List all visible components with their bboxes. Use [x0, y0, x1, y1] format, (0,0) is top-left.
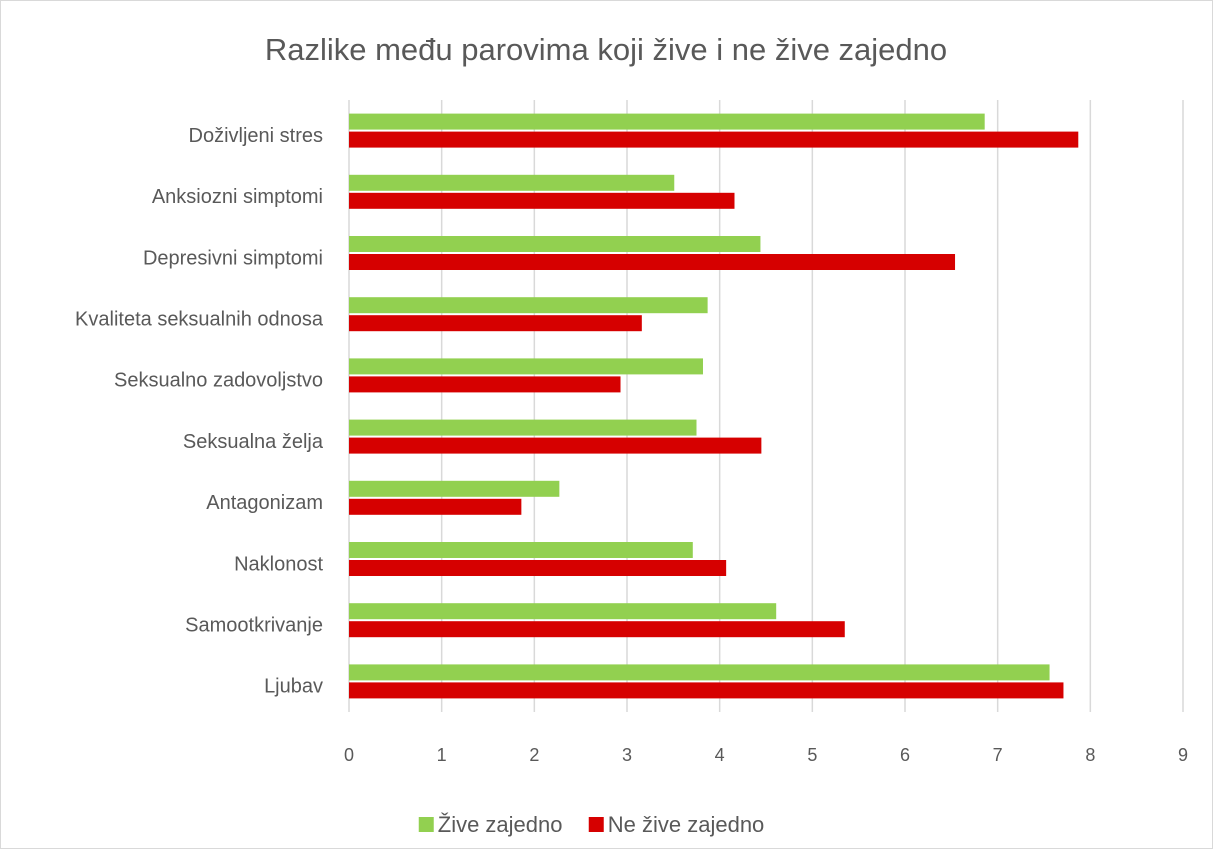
x-tick-label: 2 — [529, 745, 539, 765]
x-tick-label: 1 — [437, 745, 447, 765]
y-tick-label: Kvaliteta seksualnih odnosa — [75, 308, 324, 330]
y-tick-label: Samootkrivanje — [185, 614, 323, 636]
bar — [349, 236, 761, 252]
bar — [349, 437, 762, 454]
y-tick-label: Antagonizam — [206, 492, 323, 514]
legend-label: Ne žive zajedno — [608, 812, 765, 837]
y-tick-label: Seksualna želja — [183, 431, 324, 453]
bar — [349, 542, 693, 558]
bar — [349, 315, 642, 332]
bar — [349, 254, 956, 270]
bar — [349, 682, 1064, 699]
bar — [349, 113, 985, 130]
bar — [349, 621, 845, 638]
legend-swatch — [588, 817, 604, 832]
bar — [349, 192, 735, 209]
bar — [349, 664, 1050, 681]
x-tick-label: 7 — [993, 745, 1003, 765]
bar — [349, 498, 522, 515]
bar — [349, 131, 1079, 148]
y-tick-label: Doživljeni stres — [189, 125, 323, 147]
bar — [349, 603, 777, 620]
bar — [349, 297, 708, 314]
x-tick-label: 5 — [807, 745, 817, 765]
bar — [349, 480, 560, 497]
chart-title: Razlike među parovima koji žive i ne živ… — [265, 32, 947, 67]
x-tick-label: 6 — [900, 745, 910, 765]
y-tick-label: Seksualno zadovoljstvo — [114, 370, 323, 392]
y-tick-label: Ljubav — [264, 676, 323, 698]
y-tick-label: Anksiozni simptomi — [152, 186, 323, 208]
x-tick-label: 4 — [715, 745, 725, 765]
bar — [349, 419, 697, 436]
x-tick-label: 0 — [344, 745, 354, 765]
bar — [349, 358, 703, 375]
x-tick-label: 3 — [622, 745, 632, 765]
y-tick-label: Naklonost — [234, 553, 323, 575]
bar — [349, 174, 675, 191]
x-tick-label: 8 — [1085, 745, 1095, 765]
legend-swatch — [418, 817, 434, 832]
bar — [349, 560, 727, 576]
y-tick-label: Depresivni simptomi — [143, 247, 323, 269]
legend-label: Žive zajedno — [438, 812, 563, 837]
bar — [349, 376, 621, 393]
x-tick-label: 9 — [1178, 745, 1188, 765]
